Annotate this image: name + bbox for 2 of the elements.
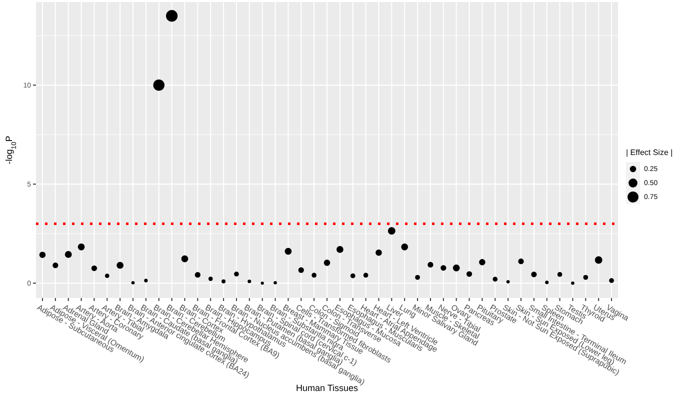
x-axis-title: Human Tissues	[296, 383, 359, 393]
legend-title: | Effect Size |	[626, 148, 673, 157]
